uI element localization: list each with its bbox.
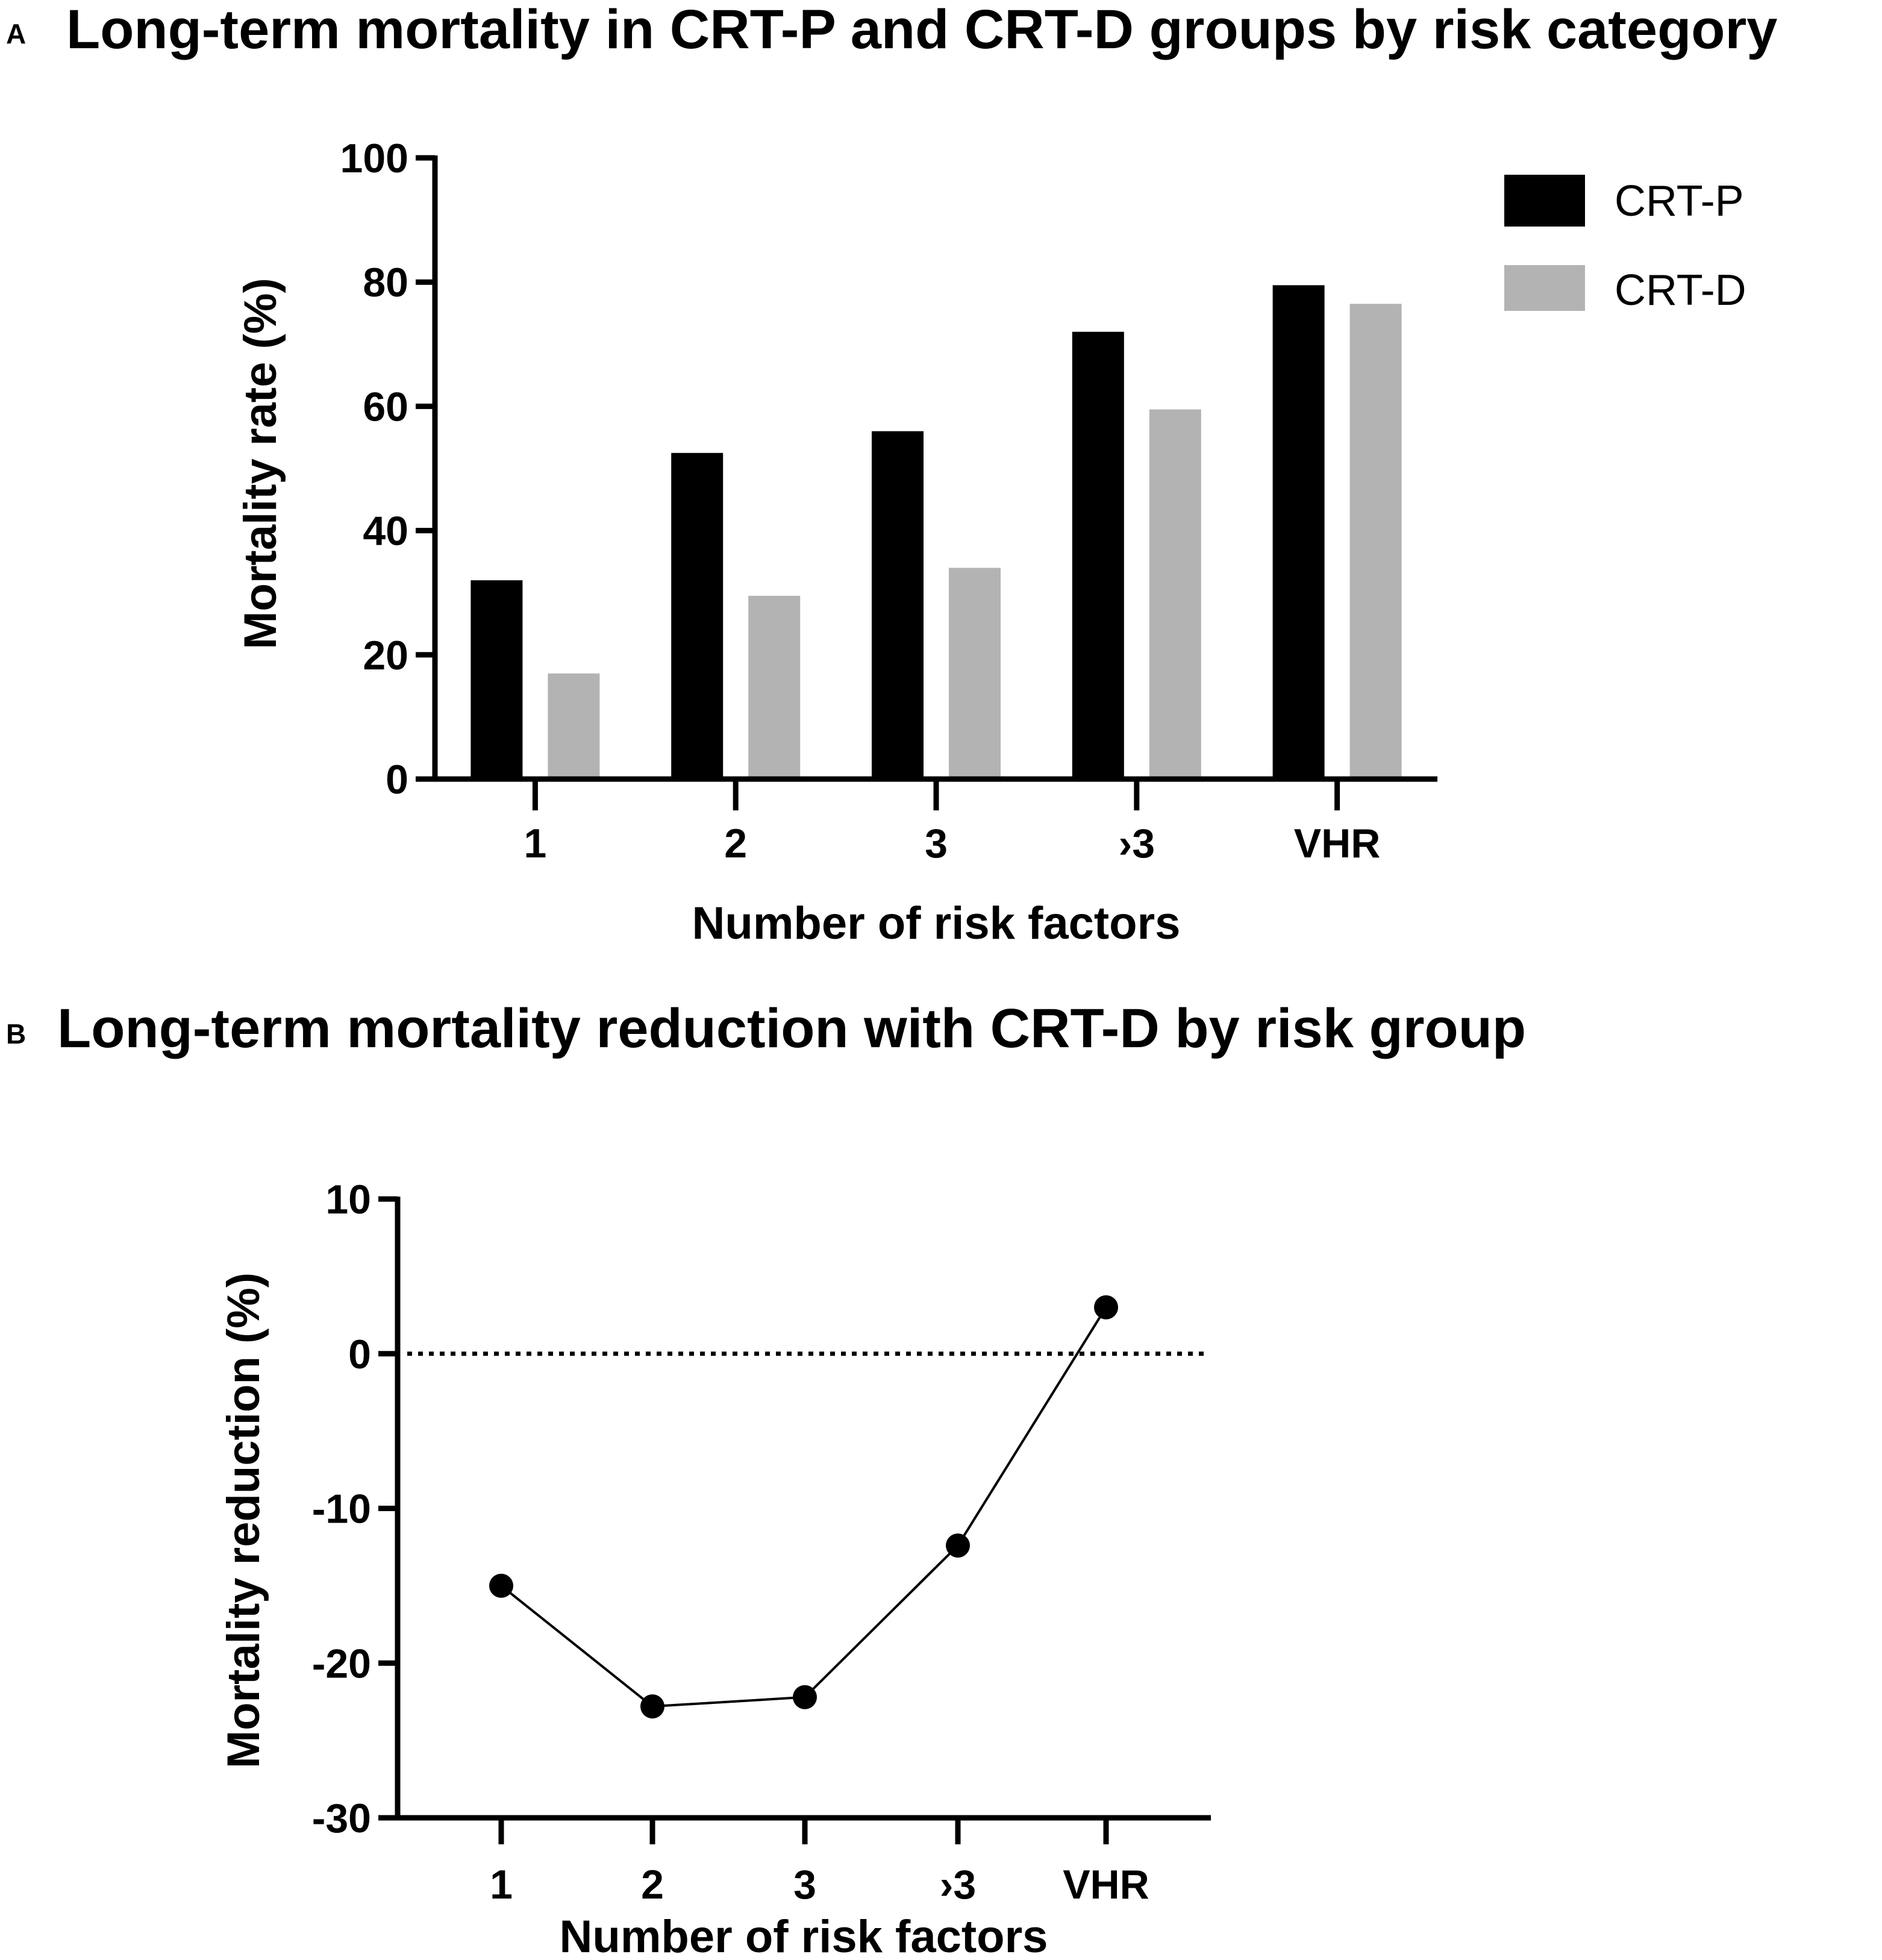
- panel-a-y-axis-title: Mortality rate (%): [235, 278, 286, 650]
- panel-b-y-axis-title: Mortality reduction (%): [218, 1273, 269, 1768]
- point-1: [489, 1573, 513, 1598]
- x-tick-label-2: 2: [724, 821, 747, 866]
- panel-b-letter: B: [6, 1018, 26, 1050]
- panel-b-x-ticks: 1 2 3 ›3 VHR: [490, 1818, 1149, 1908]
- y-tick-label: 60: [363, 384, 408, 430]
- bar-crt-p-1: [470, 580, 523, 779]
- x-tick-label-3: 3: [925, 821, 948, 866]
- x-tick-label-1: 1: [524, 821, 546, 866]
- bar-crt-d-vhr: [1349, 304, 1402, 779]
- x-tick-label-vhr: VHR: [1063, 1862, 1149, 1908]
- legend-label-crt-d: CRT-D: [1615, 266, 1746, 315]
- y-tick-label: -10: [312, 1486, 371, 1532]
- legend-swatch-crt-p: [1504, 175, 1585, 227]
- y-tick-label: 10: [325, 1177, 371, 1223]
- legend-label-crt-p: CRT-P: [1615, 177, 1744, 225]
- x-tick-label-vhr: VHR: [1294, 821, 1381, 866]
- bar-crt-d-3: [1149, 409, 1201, 779]
- bar-crt-p-3: [872, 431, 924, 779]
- panel-b-series-line: [500, 1306, 1107, 1708]
- x-tick-label-3: ›3: [1119, 821, 1155, 866]
- panel-a-y-ticks: 0 20 40 60 80 100: [340, 136, 435, 803]
- x-tick-label-3: 3: [793, 1862, 816, 1908]
- panel-b-points: [489, 1295, 1118, 1719]
- point-3: [793, 1685, 817, 1709]
- bar-crt-p-3: [1072, 331, 1124, 779]
- x-tick-label-3: ›3: [940, 1862, 976, 1908]
- panel-a-bars: [470, 285, 1402, 780]
- bar-crt-p-vhr: [1272, 285, 1325, 780]
- bar-crt-d-3: [949, 568, 1001, 779]
- panel-b-y-ticks: -30 -20 -10 0 10: [312, 1177, 398, 1841]
- panel-a-x-ticks: 1 2 3 ›3 VHR: [524, 779, 1380, 866]
- panel-a-bar-chart: A Long-term mortality in CRT-P and CRT-D…: [6, 0, 1777, 949]
- y-tick-label: 80: [363, 260, 408, 305]
- y-tick-label: 100: [340, 136, 408, 181]
- point-3: [946, 1533, 970, 1558]
- y-tick-label: 0: [348, 1332, 371, 1377]
- point-2: [640, 1694, 664, 1719]
- panel-a-legend: CRT-P CRT-D: [1504, 175, 1746, 315]
- panel-a-x-axis-title: Number of risk factors: [692, 898, 1181, 949]
- x-tick-label-1: 1: [490, 1862, 513, 1908]
- point-vhr: [1094, 1295, 1118, 1320]
- y-tick-label: 40: [363, 509, 408, 554]
- panel-b-line-chart: B Long-term mortality reduction with CRT…: [6, 998, 1526, 1960]
- y-tick-label: 20: [363, 633, 408, 678]
- panel-b-title: Long-term mortality reduction with CRT-D…: [57, 998, 1526, 1059]
- bar-crt-d-1: [548, 673, 600, 779]
- legend-swatch-crt-d: [1504, 265, 1585, 311]
- y-tick-label: 0: [386, 757, 408, 803]
- bar-crt-d-2: [748, 595, 801, 779]
- panel-b-x-axis-title: Number of risk factors: [560, 1911, 1048, 1960]
- panel-a-title: Long-term mortality in CRT-P and CRT-D g…: [66, 0, 1777, 60]
- y-tick-label: -20: [312, 1641, 371, 1686]
- panel-a-letter: A: [6, 18, 26, 49]
- x-tick-label-2: 2: [641, 1862, 664, 1908]
- y-tick-label: -30: [312, 1796, 371, 1841]
- bar-crt-p-2: [671, 452, 724, 779]
